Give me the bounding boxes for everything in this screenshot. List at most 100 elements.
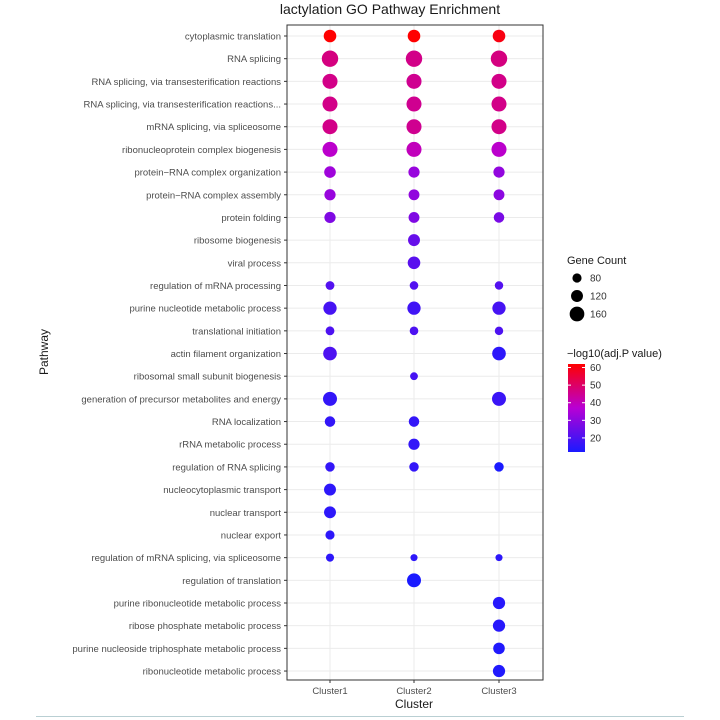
point-cluster1-actin-filament-organization bbox=[323, 346, 337, 361]
y-tick-label-rna-splicing-via-transesterification-reactions: RNA splicing, via transesterification re… bbox=[91, 77, 281, 88]
y-tick-label-nuclear-transport: nuclear transport bbox=[210, 508, 282, 519]
point-cluster1-protein-rna-complex-assembly bbox=[324, 189, 336, 201]
size-legend: Gene Count 80 120 160 bbox=[567, 255, 626, 322]
color-legend-label-30: 30 bbox=[590, 416, 602, 427]
y-tick-label-regulation-of-translation: regulation of translation bbox=[182, 576, 281, 587]
size-legend-label-160: 160 bbox=[590, 310, 607, 321]
color-legend-label-60: 60 bbox=[590, 363, 602, 374]
point-cluster1-rna-splicing-via-transesterification-reactions bbox=[322, 73, 338, 89]
y-tick-label-regulation-of-mrna-processing: regulation of mRNA processing bbox=[150, 281, 281, 292]
point-cluster1-mrna-splicing-via-spliceosome bbox=[322, 119, 338, 135]
point-cluster3-mrna-splicing-via-spliceosome bbox=[491, 119, 507, 135]
x-axis-tick-labels: Cluster1 Cluster2 Cluster3 bbox=[312, 680, 517, 697]
x-tick-label-cluster3: Cluster3 bbox=[481, 686, 516, 697]
y-tick-label-regulation-of-rna-splicing: regulation of RNA splicing bbox=[172, 462, 281, 473]
point-cluster1-regulation-of-rna-splicing bbox=[325, 462, 335, 472]
point-cluster1-nucleocytoplasmic-transport bbox=[324, 483, 336, 496]
point-cluster3-rna-splicing-via-transesterification-reactions bbox=[491, 73, 507, 89]
y-tick-label-purine-nucleotide-metabolic-process: purine nucleotide metabolic process bbox=[129, 304, 281, 315]
point-cluster3-protein-rna-complex-organization bbox=[493, 166, 505, 178]
point-cluster3-purine-ribonucleotide-metabolic-process bbox=[492, 596, 506, 610]
y-tick-label-protein-rna-complex-assembly: protein−RNA complex assembly bbox=[146, 190, 281, 201]
point-cluster1-purine-nucleotide-metabolic-process bbox=[323, 301, 337, 315]
point-cluster2-cytoplasmic-translation bbox=[407, 29, 421, 43]
y-tick-label-ribonucleotide-metabolic-process: ribonucleotide metabolic process bbox=[143, 667, 282, 678]
point-cluster2-regulation-of-mrna-splicing-via-spliceosome bbox=[410, 554, 418, 562]
point-cluster3-purine-nucleotide-metabolic-process bbox=[492, 301, 506, 315]
point-cluster3-regulation-of-mrna-processing bbox=[494, 281, 504, 290]
y-tick-label-regulation-of-mrna-splicing-via-spliceosome: regulation of mRNA splicing, via spliceo… bbox=[91, 553, 281, 564]
point-cluster2-viral-process bbox=[407, 256, 421, 270]
y-tick-label-nuclear-export: nuclear export bbox=[221, 530, 282, 541]
y-tick-label-ribosomal-small-subunit-biogenesis: ribosomal small subunit biogenesis bbox=[134, 372, 282, 383]
y-tick-label-actin-filament-organization: actin filament organization bbox=[171, 349, 281, 360]
data-points bbox=[321, 29, 508, 678]
point-cluster1-protein-folding bbox=[324, 211, 336, 224]
size-legend-dot-120 bbox=[571, 290, 583, 302]
point-cluster2-ribosomal-small-subunit-biogenesis bbox=[410, 372, 418, 381]
point-cluster2-protein-rna-complex-assembly bbox=[408, 189, 420, 201]
color-legend: −log10(adj.P value) 20 30 40 50 60 bbox=[567, 348, 662, 452]
y-tick-label-purine-ribonucleotide-metabolic-process: purine ribonucleotide metabolic process bbox=[114, 599, 282, 610]
point-cluster2-translational-initiation bbox=[409, 326, 419, 336]
y-axis-label: Pathway bbox=[37, 329, 51, 375]
point-cluster3-translational-initiation bbox=[494, 326, 504, 336]
point-cluster1-translational-initiation bbox=[325, 326, 335, 336]
color-legend-label-20: 20 bbox=[590, 433, 602, 444]
point-cluster3-rna-splicing-via-transesterification-reactions bbox=[491, 96, 507, 112]
point-cluster2-protein-rna-complex-organization bbox=[408, 166, 420, 178]
point-cluster1-nuclear-transport bbox=[324, 506, 336, 519]
color-legend-label-50: 50 bbox=[590, 381, 602, 392]
point-cluster1-generation-of-precursor-metabolites-and-energy bbox=[323, 391, 337, 406]
point-cluster2-ribonucleoprotein-complex-biogenesis bbox=[406, 141, 422, 157]
chart-title: lactylation GO Pathway Enrichment bbox=[280, 1, 500, 17]
size-legend-dot-80 bbox=[572, 273, 582, 283]
y-tick-label-cytoplasmic-translation: cytoplasmic translation bbox=[185, 32, 281, 43]
y-axis-tick-labels: cytoplasmic translation RNA splicing RNA s… bbox=[72, 32, 287, 678]
size-legend-label-80: 80 bbox=[590, 274, 602, 285]
point-cluster1-nuclear-export bbox=[325, 530, 335, 540]
point-cluster2-regulation-of-mrna-processing bbox=[409, 281, 419, 290]
point-cluster1-rna-localization bbox=[324, 416, 336, 427]
y-tick-label-ribosome-biogenesis: ribosome biogenesis bbox=[194, 236, 281, 247]
point-cluster1-regulation-of-mrna-processing bbox=[325, 281, 335, 290]
point-cluster3-ribonucleoprotein-complex-biogenesis bbox=[491, 141, 507, 157]
y-tick-label-rrna-metabolic-process: rRNA metabolic process bbox=[179, 440, 281, 451]
panel-border bbox=[286, 24, 544, 681]
color-legend-title: −log10(adj.P value) bbox=[567, 348, 662, 360]
size-legend-title: Gene Count bbox=[567, 255, 626, 267]
point-cluster2-rna-splicing-via-transesterification-reactions bbox=[406, 96, 422, 112]
point-cluster2-regulation-of-rna-splicing bbox=[409, 462, 419, 472]
y-tick-label-rna-splicing: RNA splicing bbox=[227, 54, 281, 65]
point-cluster1-cytoplasmic-translation bbox=[323, 29, 337, 43]
point-cluster3-ribose-phosphate-metabolic-process bbox=[492, 619, 506, 632]
point-cluster2-rna-splicing bbox=[405, 50, 423, 67]
point-cluster2-regulation-of-translation bbox=[407, 573, 421, 588]
x-tick-label-cluster1: Cluster1 bbox=[312, 686, 347, 697]
y-tick-label-purine-nucleoside-triphosphate-metabolic-process: purine nucleoside triphosphate metabolic… bbox=[72, 644, 281, 655]
point-cluster1-ribonucleoprotein-complex-biogenesis bbox=[322, 141, 338, 157]
point-cluster2-purine-nucleotide-metabolic-process bbox=[407, 301, 421, 315]
point-cluster1-protein-rna-complex-organization bbox=[324, 166, 336, 178]
point-cluster3-regulation-of-mrna-splicing-via-spliceosome bbox=[495, 554, 503, 562]
point-cluster2-mrna-splicing-via-spliceosome bbox=[406, 119, 422, 135]
y-tick-label-mrna-splicing-via-spliceosome: mRNA splicing, via spliceosome bbox=[146, 122, 281, 133]
size-legend-dot-160 bbox=[569, 306, 585, 322]
point-cluster3-purine-nucleoside-triphosphate-metabolic-process bbox=[493, 642, 505, 655]
y-tick-label-rna-localization: RNA localization bbox=[212, 417, 281, 428]
color-legend-label-40: 40 bbox=[590, 398, 602, 409]
point-cluster2-protein-folding bbox=[408, 212, 420, 223]
colorbar bbox=[568, 364, 585, 452]
x-axis-label: Cluster bbox=[395, 697, 433, 711]
point-cluster3-generation-of-precursor-metabolites-and-energy bbox=[492, 391, 506, 406]
point-cluster1-rna-splicing bbox=[321, 50, 339, 67]
point-cluster3-cytoplasmic-translation bbox=[492, 29, 506, 43]
point-cluster1-rna-splicing-via-transesterification-reactions bbox=[322, 96, 338, 112]
y-tick-label-ribonucleoprotein-complex-biogenesis: ribonucleoprotein complex biogenesis bbox=[122, 145, 281, 156]
y-tick-label-protein-folding: protein folding bbox=[221, 213, 281, 224]
size-legend-label-120: 120 bbox=[590, 292, 607, 303]
page-divider bbox=[36, 716, 684, 717]
point-cluster3-protein-rna-complex-assembly bbox=[493, 189, 505, 201]
point-cluster3-protein-folding bbox=[493, 212, 505, 223]
